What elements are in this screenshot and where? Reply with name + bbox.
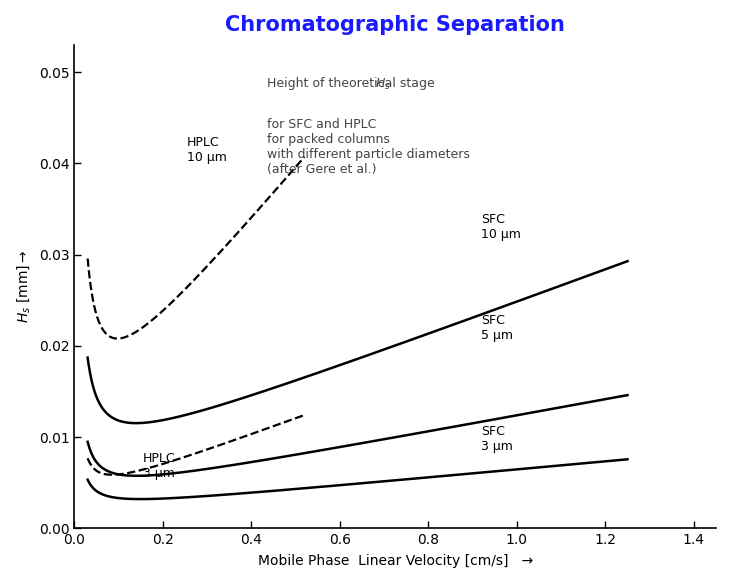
Text: Height of theoretical stage: Height of theoretical stage	[267, 77, 439, 90]
Title: Chromatographic Separation: Chromatographic Separation	[225, 15, 565, 35]
Text: SFC
5 μm: SFC 5 μm	[482, 314, 513, 342]
Y-axis label: $H_s$ [mm]$\rightarrow$: $H_s$ [mm]$\rightarrow$	[15, 250, 32, 324]
X-axis label: Mobile Phase  Linear Velocity [cm/s]   →: Mobile Phase Linear Velocity [cm/s] →	[257, 554, 533, 568]
Text: SFC
3 μm: SFC 3 μm	[482, 425, 513, 453]
Text: HPLC
10 μm: HPLC 10 μm	[187, 136, 227, 164]
Text: for SFC and HPLC
for packed columns
with different particle diameters
(after Ger: for SFC and HPLC for packed columns with…	[267, 118, 470, 176]
Text: HPLC
3 μm: HPLC 3 μm	[143, 452, 175, 480]
Text: SFC
10 μm: SFC 10 μm	[482, 213, 521, 241]
Text: $H_s$: $H_s$	[375, 77, 391, 92]
